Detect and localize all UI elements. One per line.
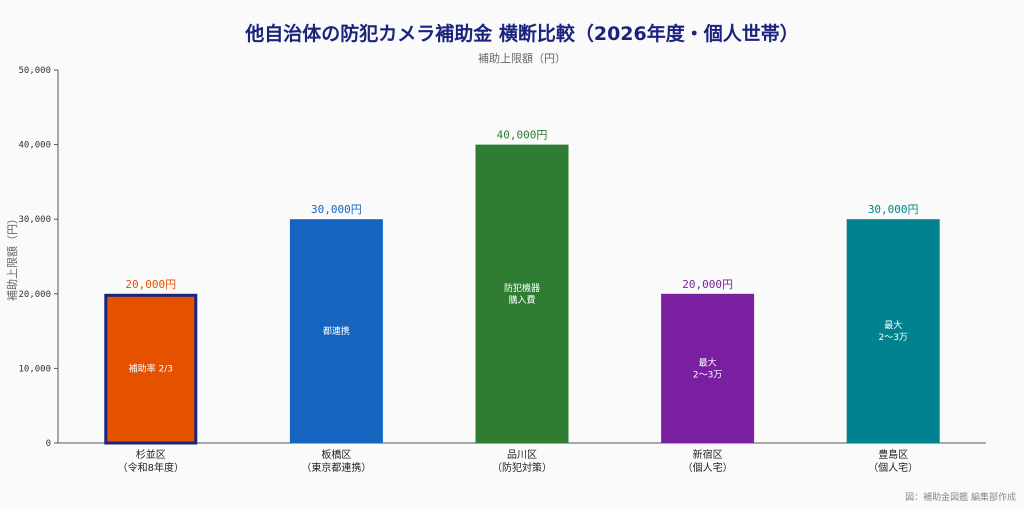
bar	[289, 219, 383, 443]
x-tick-label: （個人宅）	[868, 461, 918, 474]
bar-note: 2〜3万	[878, 333, 907, 343]
chart-title: 他自治体の防犯カメラ補助金 横断比較（2026年度・個人世帯）	[244, 22, 799, 45]
x-tick-label: （東京都連携）	[301, 461, 371, 474]
y-tick-label: 50,000	[18, 66, 51, 76]
bar-note: 最大	[884, 319, 902, 331]
bar-value-label: 20,000円	[682, 278, 733, 291]
x-tick-label: 杉並区	[136, 448, 166, 461]
bar-value-label: 40,000円	[497, 129, 548, 142]
bar-value-label: 30,000円	[868, 203, 919, 216]
bar-value-label: 20,000円	[125, 278, 176, 291]
y-tick-label: 40,000	[18, 141, 51, 151]
x-tick-label: 豊島区	[878, 448, 908, 461]
bar	[846, 219, 940, 443]
chart-credit: 図：補助金図鑑 編集部作成	[905, 491, 1016, 503]
bar-value-label: 30,000円	[311, 203, 362, 216]
bar-note: 2〜3万	[693, 370, 722, 380]
y-tick-label: 0	[46, 439, 51, 449]
bar-note: 補助率 2/3	[129, 362, 173, 374]
y-tick-label: 30,000	[18, 215, 51, 225]
y-tick-label: 20,000	[18, 290, 51, 300]
y-tick-label: 10,000	[18, 364, 51, 374]
bar	[104, 293, 198, 445]
x-tick-label: （個人宅）	[683, 461, 733, 474]
bar	[475, 144, 569, 443]
bar	[661, 293, 755, 443]
x-tick-label: 板橋区	[321, 448, 351, 461]
y-axis-label: 補助上限額（円）	[5, 213, 19, 301]
x-tick-label: 新宿区	[693, 448, 723, 461]
bar-note: 都連携	[323, 325, 350, 337]
x-tick-label: （令和8年度）	[118, 461, 184, 474]
chart-subtitle: 補助上限額（円）	[478, 51, 566, 65]
bar-note: 購入費	[508, 294, 535, 306]
bar-note: 防犯機器	[504, 282, 540, 294]
bar-note: 最大	[699, 356, 717, 368]
x-tick-label: 品川区	[507, 449, 537, 461]
x-tick-label: （防犯対策）	[492, 461, 552, 474]
